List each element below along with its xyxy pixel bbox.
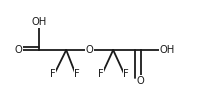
Text: F: F (74, 69, 80, 79)
Text: F: F (123, 69, 129, 79)
Text: O: O (14, 45, 22, 55)
Text: F: F (98, 69, 103, 79)
Text: O: O (137, 76, 144, 86)
Text: F: F (50, 69, 55, 79)
Text: OH: OH (31, 17, 46, 27)
Text: OH: OH (159, 45, 175, 55)
Text: O: O (86, 45, 94, 55)
